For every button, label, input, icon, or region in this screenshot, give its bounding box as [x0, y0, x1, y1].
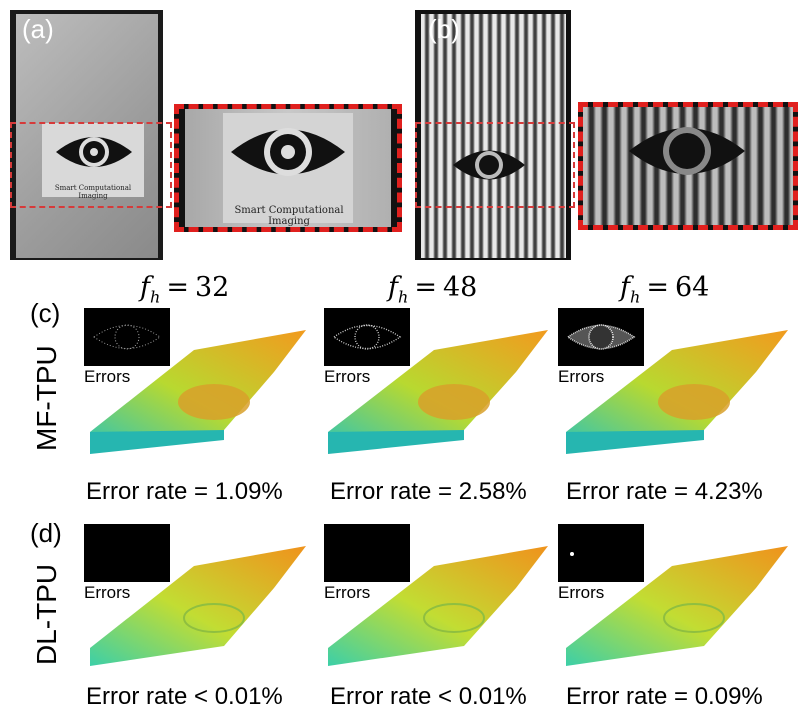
- panel-b-roi-box: [415, 122, 575, 208]
- dl-errors-thumb-3: [558, 524, 644, 582]
- dl-errors-label-3: Errors: [556, 584, 606, 602]
- panel-a-zoom: Smart Computational Imaging: [174, 104, 402, 232]
- panel-a-label: (a): [22, 16, 54, 42]
- mf-errors-thumb-1: [84, 308, 170, 366]
- logo-text-zoom: Smart Computational Imaging: [219, 205, 359, 227]
- mf-error-rate-3: Error rate = 4.23%: [566, 478, 763, 506]
- mf-error-rate-1: Error rate = 1.09%: [86, 478, 283, 506]
- dl-errors-label-2: Errors: [322, 584, 372, 602]
- panel-b-zoom: [578, 102, 798, 230]
- dl-errors-thumb-2: [324, 524, 410, 582]
- error-pattern-icon: [558, 308, 644, 366]
- eye-logo-zoom-icon: [229, 115, 347, 189]
- panel-c-label: (c): [30, 300, 60, 326]
- mf-errors-label-3: Errors: [556, 368, 606, 386]
- mf-error-rate-2: Error rate = 2.58%: [330, 478, 527, 506]
- dl-error-rate-2: Error rate < 0.01%: [330, 683, 527, 711]
- error-speck-icon: [570, 552, 574, 556]
- mf-errors-label-2: Errors: [322, 368, 372, 386]
- dl-errors-thumb-1: [84, 524, 170, 582]
- error-pattern-icon: [84, 308, 170, 366]
- column-header-3: fh = 64: [620, 272, 709, 306]
- mf-errors-label-1: Errors: [82, 368, 132, 386]
- dl-errors-label-1: Errors: [82, 584, 132, 602]
- eye-logo-fringe-zoom-icon: [627, 113, 747, 189]
- panel-a-roi-box: [10, 122, 172, 208]
- error-pattern-icon: [324, 308, 410, 366]
- panel-d-label: (d): [30, 520, 62, 546]
- column-header-1: fh = 32: [140, 272, 229, 306]
- dl-error-rate-1: Error rate < 0.01%: [86, 683, 283, 711]
- mf-errors-thumb-3: [558, 308, 644, 366]
- column-header-2: fh = 48: [388, 272, 477, 306]
- row-label-dl-tpu: DL-TPU: [31, 565, 65, 665]
- panel-b-label: (b): [428, 16, 460, 42]
- dl-error-rate-3: Error rate = 0.09%: [566, 683, 763, 711]
- mf-errors-thumb-2: [324, 308, 410, 366]
- row-label-mf-tpu: MF-TPU: [31, 351, 65, 451]
